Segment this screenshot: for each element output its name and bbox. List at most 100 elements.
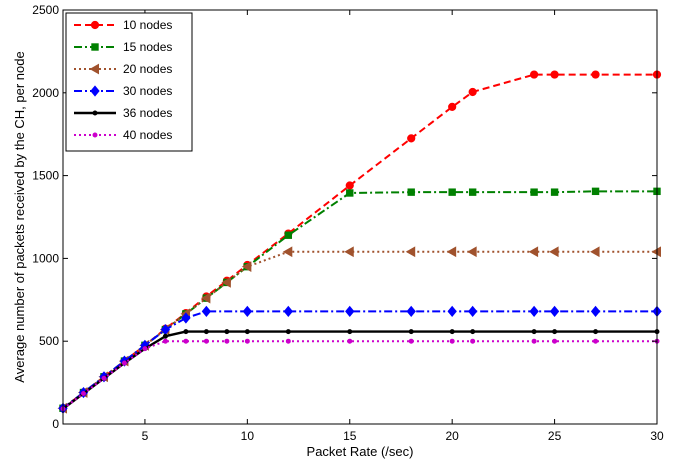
legend-label: 15 nodes [123,40,172,54]
data-point [347,329,353,335]
data-point [446,246,457,258]
series-15-nodes [59,187,661,412]
data-point [142,346,148,352]
data-point [284,231,293,239]
data-point [241,261,252,273]
data-point [550,70,559,79]
data-point [162,333,168,339]
data-point [448,102,457,111]
data-point [449,329,455,335]
data-point [344,246,354,258]
legend-marker [89,63,99,75]
data-point [593,329,599,335]
data-point [285,338,291,344]
y-axis-label: Average number of packets received by th… [12,51,27,382]
legend-item: 40 nodes [74,128,172,142]
legend: 10 nodes 15 nodes 20 nodes 30 nodes 36 nodes… [65,12,193,152]
legend-label: 20 nodes [123,62,172,76]
data-point [244,338,250,344]
y-tick-label: 2000 [32,86,59,100]
data-point [408,338,414,344]
data-point [590,305,601,317]
data-point [346,189,354,197]
data-point [101,375,107,381]
series-30-nodes [58,305,662,414]
series-line [62,330,657,410]
data-point [468,87,477,97]
legend-marker [90,85,100,97]
data-point [552,329,558,335]
legend-item: 10 nodes [74,18,172,32]
data-point [183,329,189,335]
data-point [528,246,539,258]
data-point [591,70,600,79]
data-point [283,305,293,317]
data-point [181,312,191,324]
x-tick-label: 10 [241,429,255,443]
data-point [549,246,559,258]
data-point [203,338,209,344]
series-40-nodes [60,338,660,412]
legend-marker [91,43,99,51]
legend-item: 20 nodes [74,62,172,76]
data-point [183,338,189,344]
data-point [345,305,355,317]
x-tick-label: 30 [650,429,664,443]
plot-frame [62,9,658,425]
data-point [244,329,250,335]
data-point [530,70,539,79]
y-tick-label: 500 [39,334,59,348]
x-axis-label: Packet Rate (/sec) [307,444,414,459]
data-point [593,338,599,344]
data-point [590,246,600,258]
data-point [470,329,476,335]
y-tick-label: 0 [52,417,59,431]
data-point [347,338,353,344]
data-point [591,187,600,196]
x-tick-label: 5 [142,429,149,443]
data-point [224,329,230,335]
data-point [203,329,209,335]
data-point [531,329,537,335]
data-point [282,246,293,258]
data-point [470,338,476,344]
legend-label: 10 nodes [123,18,172,32]
legend-marker [92,132,98,138]
series-line [62,250,657,410]
data-point [467,246,477,258]
legend-marker [92,110,98,116]
data-point [221,277,231,288]
data-point [405,246,416,258]
data-point [407,134,416,143]
legend-box [65,12,193,152]
legend-label: 36 nodes [123,106,172,120]
data-point [447,305,457,317]
data-point [285,329,291,335]
data-point [121,360,127,366]
series-line [62,310,657,410]
data-point [552,338,558,344]
data-point [530,188,538,196]
series-20-nodes [57,246,661,414]
data-point [468,188,477,196]
legend-item: 15 nodes [74,40,172,54]
plot-layer [57,70,662,414]
data-point [408,329,414,335]
series-line [62,340,657,410]
data-point [224,338,230,344]
series-line [62,190,657,410]
y-tick-label: 2500 [32,3,59,17]
y-tick-label: 1500 [32,169,59,183]
legend-item: 36 nodes [74,106,172,120]
data-point [550,188,559,196]
data-point [449,338,455,344]
axes-layer: 0 500 1000 1500 2000 2500 5 10 15 20 25 30 [32,3,664,443]
data-point [549,305,560,317]
x-tick-label: 25 [548,429,562,443]
data-point [80,391,86,397]
x-tick-label: 20 [445,429,459,443]
y-tick-label: 1000 [32,251,59,265]
legend-label: 30 nodes [123,84,172,98]
data-point [162,338,168,344]
